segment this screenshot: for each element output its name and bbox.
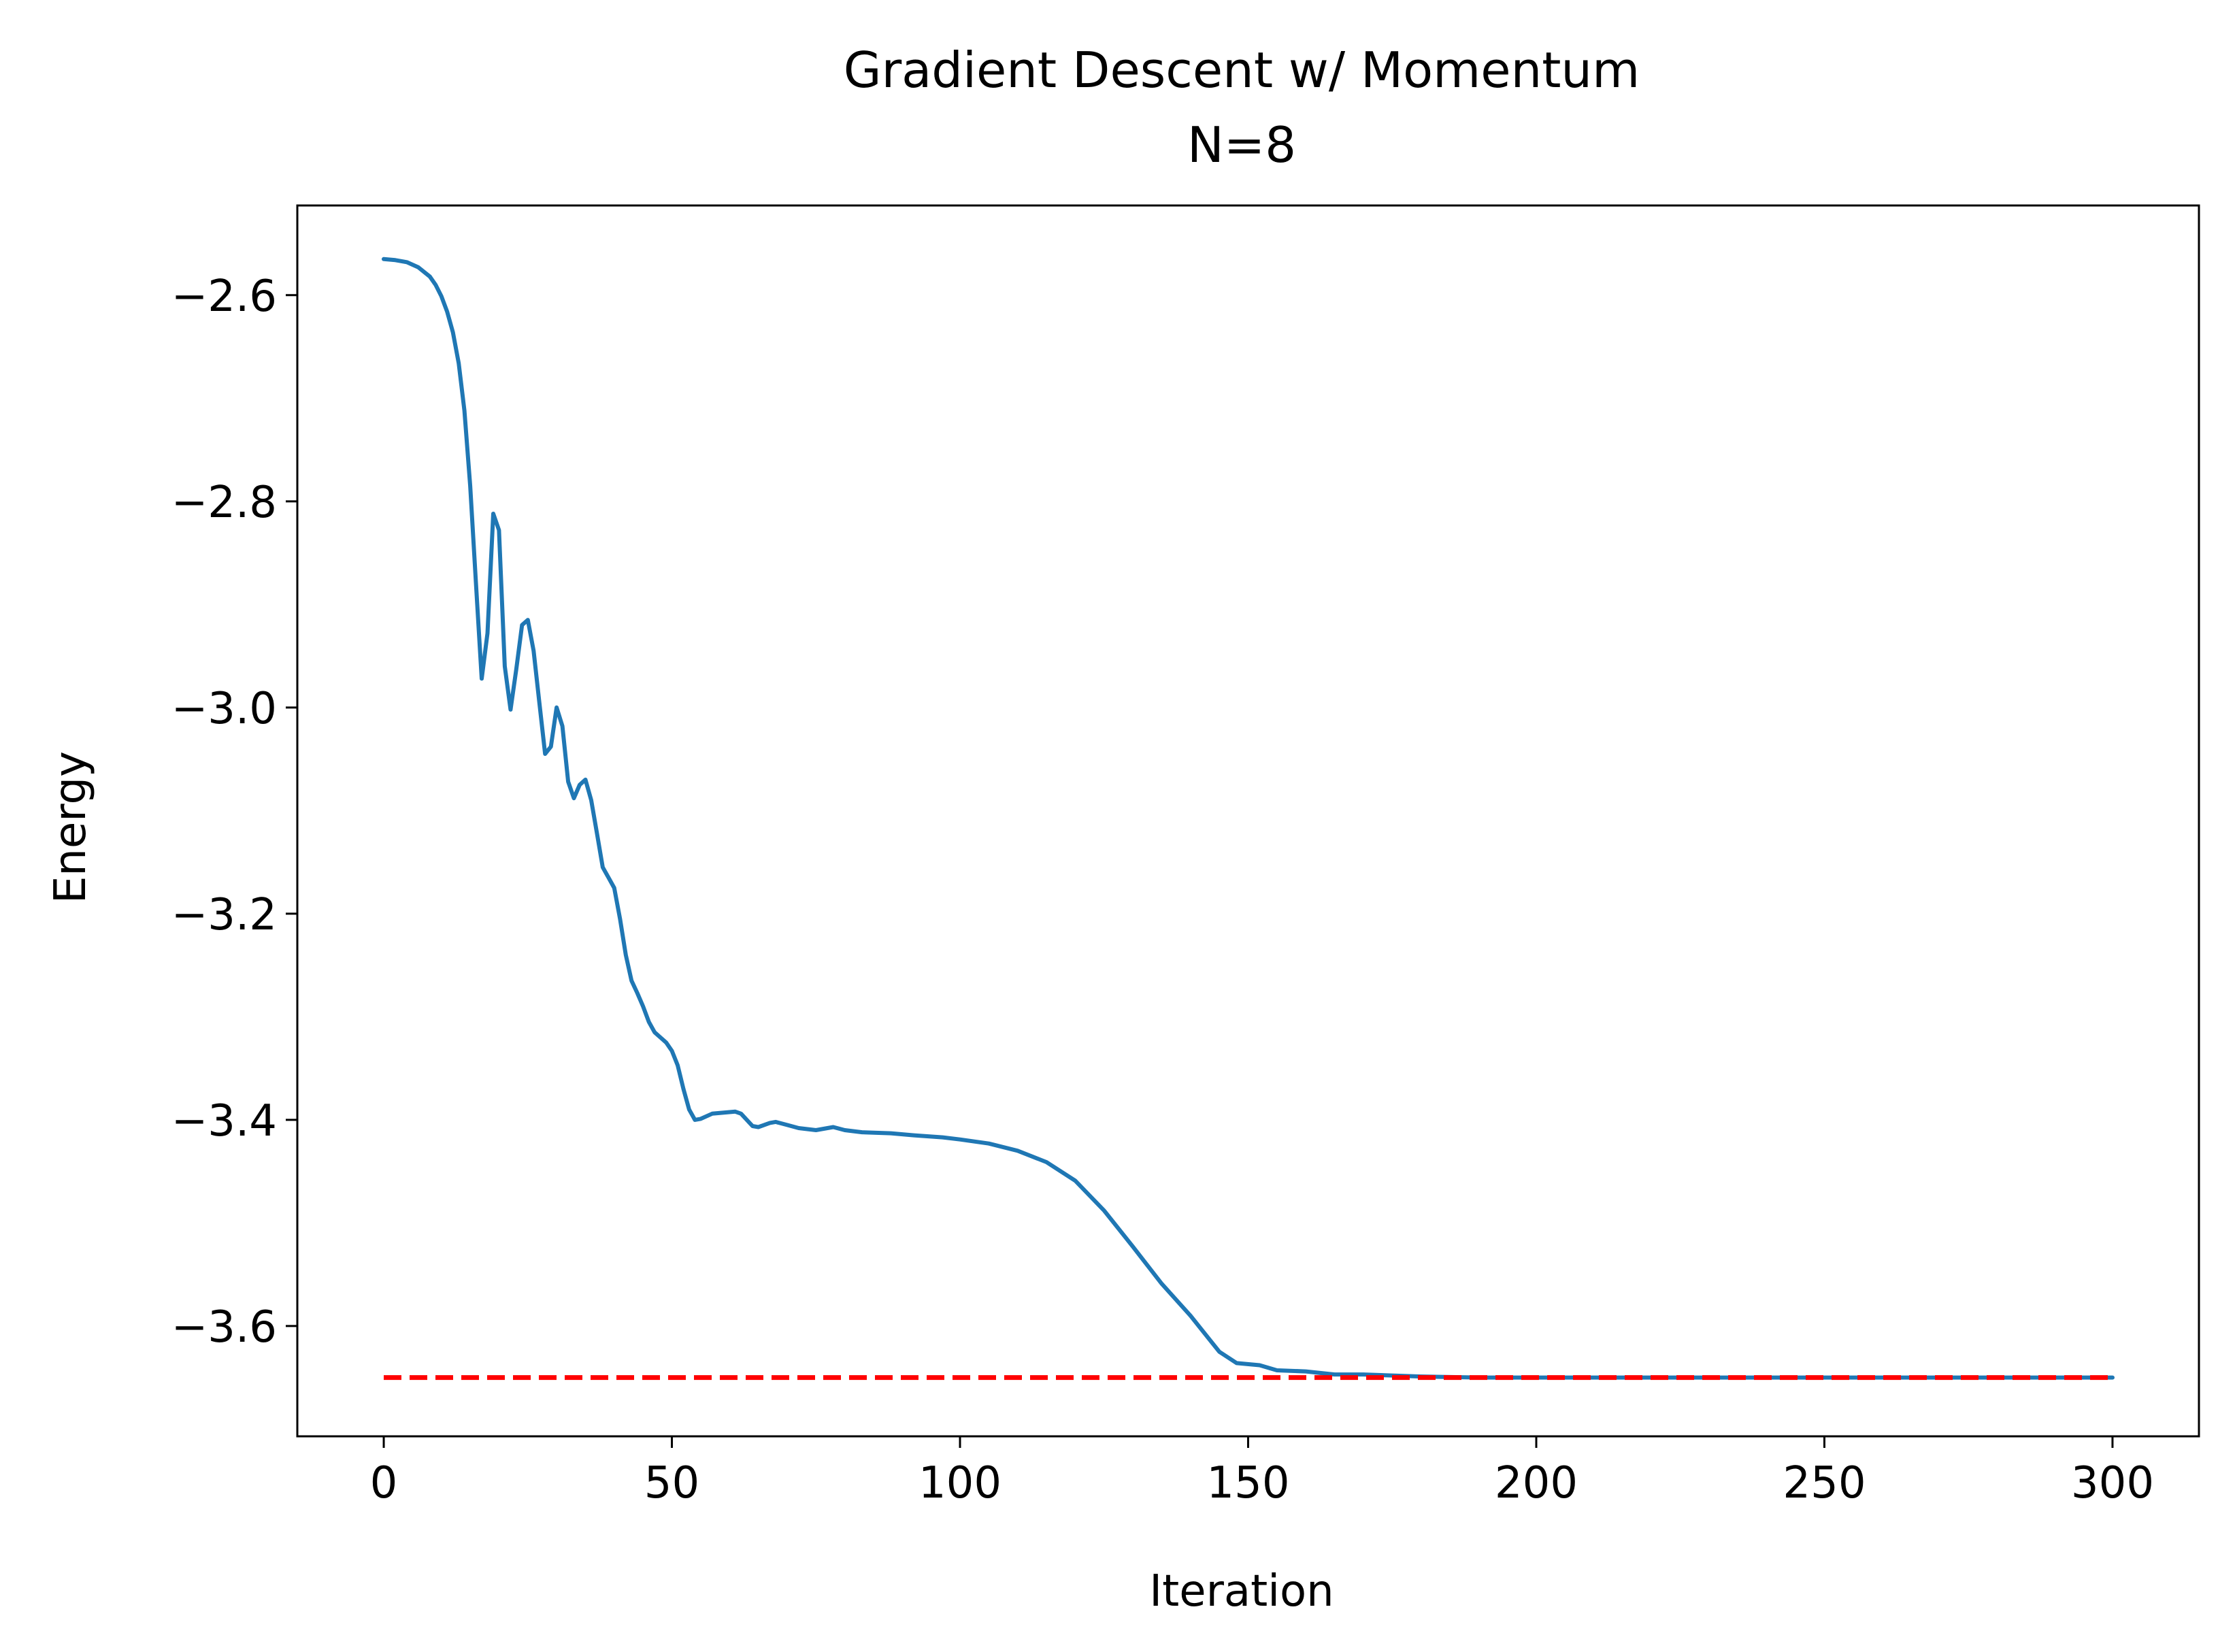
y-tick-label: −3.0 [171,684,277,734]
x-tick-label: 250 [1783,1458,1866,1508]
x-axis-label: Iteration [1149,1566,1334,1617]
y-tick-label: −2.8 [171,478,277,528]
y-tick-label: −2.6 [171,271,277,322]
y-axis-label: Energy [46,751,96,904]
chart-title: Gradient Descent w/ Momentum [844,42,1640,99]
x-tick-label: 0 [370,1458,398,1508]
x-tick-label: 100 [918,1458,1001,1508]
y-tick-label: −3.2 [171,890,277,940]
x-tick-label: 300 [2071,1458,2154,1508]
energy-series-line [382,257,2115,1380]
y-tick-label: −3.6 [171,1302,277,1353]
plot-area: 0 50 100 150 200 250 300 −2.6 −2.8 −3.0 −3.2 −3.4 −3… [171,204,2200,1508]
x-tick-label: 150 [1206,1458,1289,1508]
y-tick-label: −3.4 [171,1096,277,1146]
chart-subtitle: N=8 [1187,116,1296,174]
x-tick-label: 50 [644,1458,699,1508]
x-tick-label: 200 [1495,1458,1578,1508]
